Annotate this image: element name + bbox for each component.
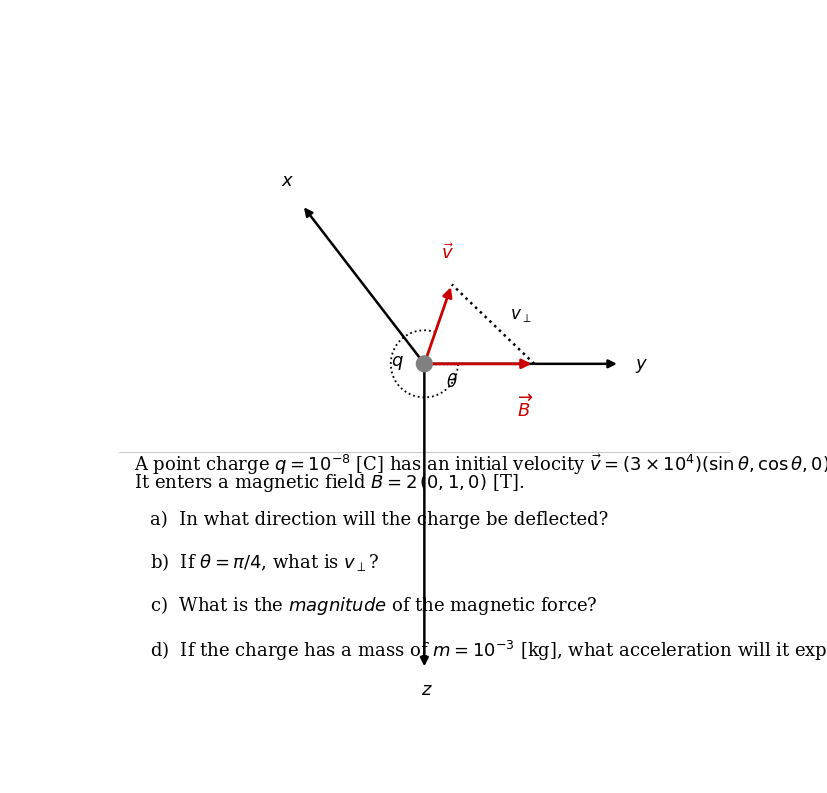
Text: A point charge $q = 10^{-8}$ [C] has an initial velocity $\vec{v} = (3 \times 10: A point charge $q = 10^{-8}$ [C] has an … bbox=[134, 453, 827, 477]
Text: c)  What is the $\mathit{magnitude}$ of the magnetic force?: c) What is the $\mathit{magnitude}$ of t… bbox=[150, 593, 596, 616]
Text: a)  In what direction will the charge be deflected?: a) In what direction will the charge be … bbox=[150, 511, 607, 529]
Text: It enters a magnetic field $B = 2\,(0, 1, 0)$ [T].: It enters a magnetic field $B = 2\,(0, 1… bbox=[134, 472, 523, 494]
Text: b)  If $\theta = \pi/4$, what is $v_{\perp}$?: b) If $\theta = \pi/4$, what is $v_{\per… bbox=[150, 551, 379, 573]
Text: $\overrightarrow{B}$: $\overrightarrow{B}$ bbox=[516, 394, 533, 421]
Text: $\theta$: $\theta$ bbox=[445, 373, 457, 391]
Circle shape bbox=[416, 356, 432, 372]
Text: x: x bbox=[281, 172, 291, 190]
Text: d)  If the charge has a mass of $m = 10^{-3}$ [kg], what acceleration will it ex: d) If the charge has a mass of $m = 10^{… bbox=[150, 639, 827, 663]
Text: $\vec{v}$: $\vec{v}$ bbox=[441, 243, 453, 263]
Text: y: y bbox=[634, 354, 645, 373]
Text: z: z bbox=[421, 681, 430, 699]
Text: q: q bbox=[391, 352, 403, 370]
Text: $v_{\perp}$: $v_{\perp}$ bbox=[509, 306, 531, 324]
